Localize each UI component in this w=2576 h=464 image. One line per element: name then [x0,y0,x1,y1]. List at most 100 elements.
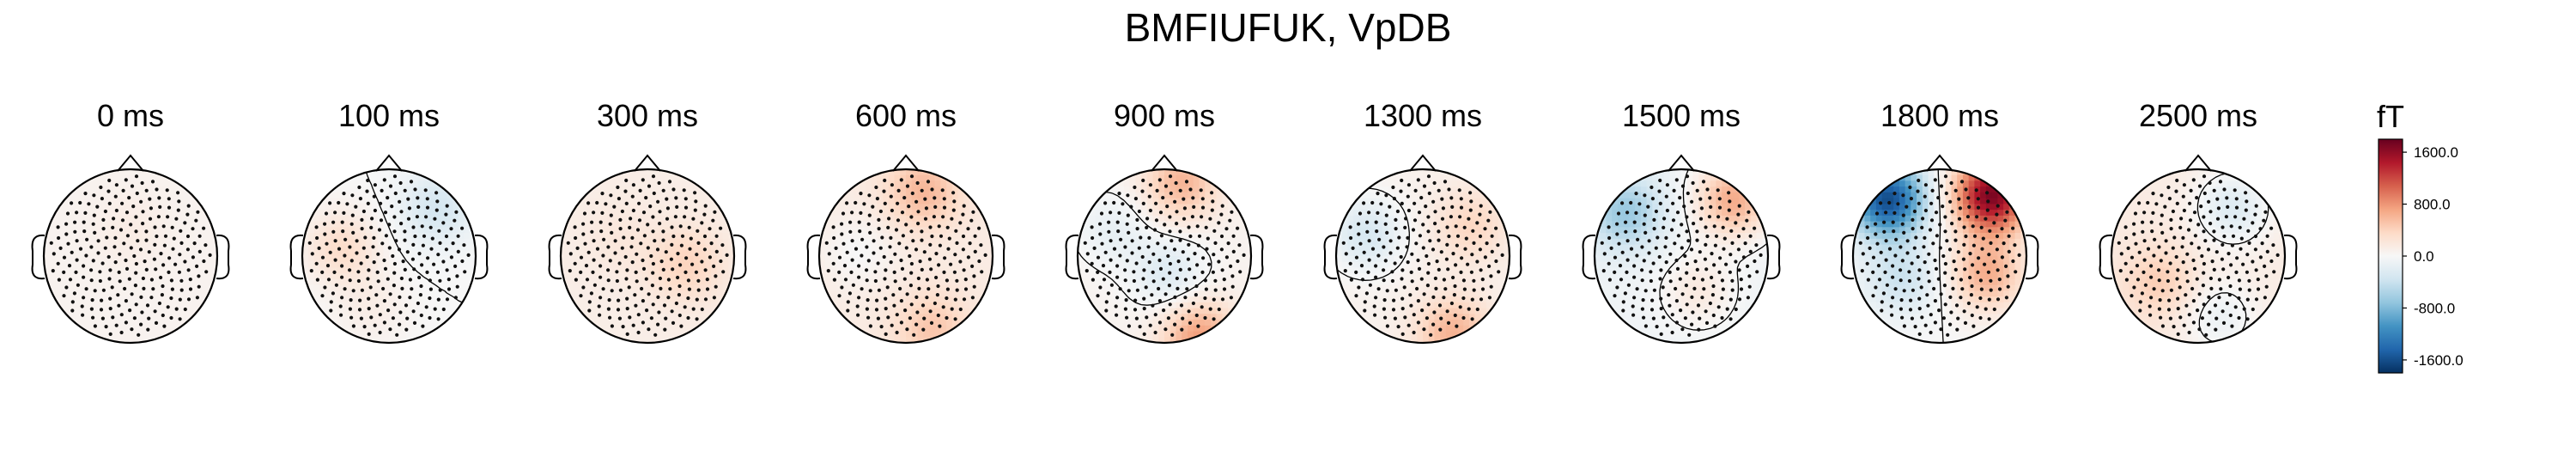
topomap-cell [601,261,608,269]
topomap-cell [957,227,964,234]
topomap-cell [360,256,367,263]
sensor-dot [679,243,684,247]
topomap-cell [447,302,453,309]
topomap-cell [101,192,108,199]
topomap-cell [612,320,619,327]
topomap-cell [583,204,591,211]
topomap-cell [716,284,724,291]
topomap-cell [566,256,574,263]
sensor-dot [100,316,105,321]
topomap-cell [199,284,207,291]
topomap-cell [176,273,184,280]
topomap-cell [148,314,155,321]
topomap-cell [112,331,120,338]
topomap-cell [894,204,901,211]
topomap-cell [583,238,591,246]
topomap-cell [928,261,936,269]
topomap-cell [331,192,337,199]
topomap-cell [699,278,706,286]
topomap-cell [670,250,677,257]
topomap-cell [836,210,843,217]
topomap-cell [118,192,125,199]
topomap-cell [641,180,648,187]
topomap-cell [389,337,396,343]
topomap-cell [836,204,843,211]
topomap-cell [377,314,384,321]
sensor-dot [351,230,355,235]
sensor-dot [579,294,583,298]
topomap-cell [95,325,102,333]
topomap-cell [963,210,970,217]
topomap-cell [676,320,683,327]
topomap-cell [383,198,390,205]
sensor-dot [674,196,678,200]
topomap-cell [182,233,189,240]
sensor-dot [388,327,392,332]
topomap-cell [716,278,724,286]
topomap-cell [917,302,924,309]
topomap-cell [865,261,872,269]
topomap-cell [423,296,430,303]
topomap-cell [61,250,68,257]
topomap-cell [699,296,706,303]
topomap-cell [188,261,195,269]
topomap-cell [95,174,102,182]
topomap-cell [917,180,924,187]
topomap-cell [940,320,947,327]
topomap-cell [125,215,131,223]
topomap-cell [325,250,332,257]
sensor-dot [165,188,169,192]
sensor-dot [366,277,370,281]
topomap-cell [688,221,695,228]
topomap-cell [389,296,396,303]
topomap-cell [389,174,396,182]
topomap-cell [699,198,706,205]
topomap-cell [716,261,724,269]
sensor-dot [647,292,651,296]
sensor-dot [417,275,422,280]
topomap-cell [458,290,465,297]
topomap-cell [84,221,91,228]
topomap-cell [670,198,677,205]
topomap-cell [877,331,884,338]
topomap-cell [377,284,384,291]
topomap-cell [629,308,637,314]
topomap-cell [635,267,642,274]
topomap-cell [670,180,677,187]
sensor-dot [387,246,392,250]
sensor-dot [634,303,638,308]
sensor-dot [338,304,343,308]
topomap-cell [319,273,326,280]
sensor-dots [49,174,212,337]
sensor-dot [651,302,655,307]
topomap-cell [182,302,189,309]
topomap-cell [125,174,131,182]
topomap-cell [325,296,332,303]
topomap-cell [131,174,137,182]
topomap-cell [101,180,108,187]
topomap-cell [61,284,68,291]
sensor-dot [362,325,367,329]
topomap-cell [824,273,832,280]
topomap-cell [383,290,390,297]
topomap-cell [624,186,631,193]
topomap-cell [49,261,57,269]
topomap-cell [894,261,901,269]
topomap-cell [95,314,102,321]
topomap-cell [848,215,854,223]
topomap-cell [693,215,701,223]
topomap-cell [705,198,712,205]
sensor-dot [623,189,628,193]
sensor-dot [663,327,667,332]
topomap-cell [165,215,172,223]
sensor-dot [360,288,364,292]
topomap-cell [101,227,108,234]
topomap-cell [153,198,161,205]
sensor-dot [694,270,699,274]
topomap-cell [975,273,982,280]
topomap-cell [946,192,953,199]
topomap-cell [429,204,436,211]
topomap-cell [366,233,373,240]
sensor-dot [176,191,180,195]
topomap-cell [635,233,642,240]
